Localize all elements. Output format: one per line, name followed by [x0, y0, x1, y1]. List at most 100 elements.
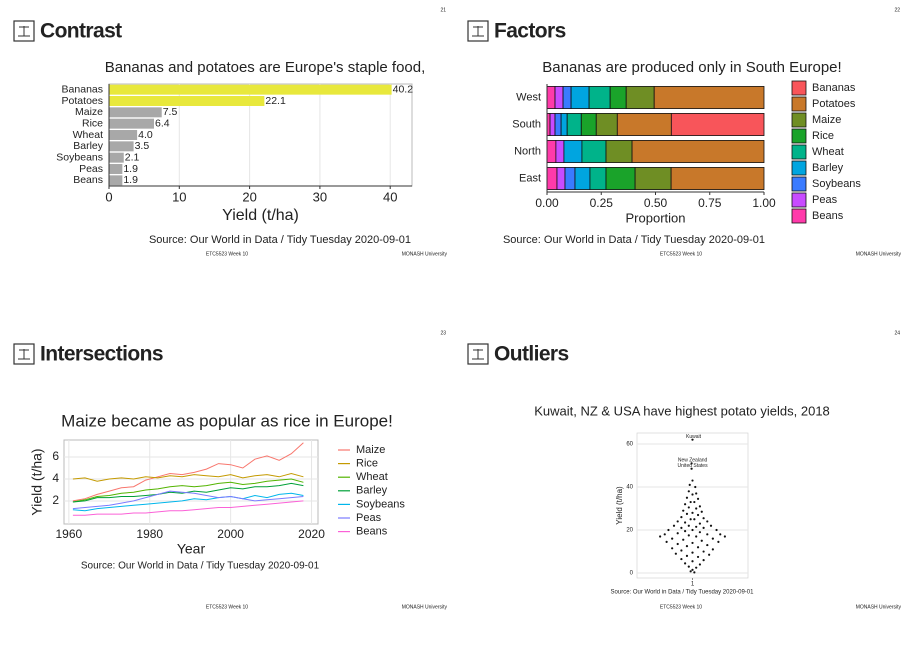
legend-label: Peas: [812, 194, 838, 206]
x-tick-label: 0.75: [698, 196, 722, 210]
value-label: 22.1: [265, 95, 286, 107]
point: [696, 497, 700, 500]
point: [680, 549, 683, 552]
legend-swatch: [791, 96, 807, 112]
bar-segment: [554, 86, 564, 109]
y-axis-label: Yield (t/ha): [29, 448, 45, 515]
slide: Outliers 24 ETC5523 Week 10 MONASH Universi…: [467, 330, 901, 610]
legend-label: Maize: [812, 114, 841, 126]
bar-segment: [549, 113, 556, 136]
x-tick-label: 2020: [298, 527, 325, 541]
bar: [109, 96, 265, 106]
x-tick-label: 0.50: [644, 196, 668, 210]
bar-segment: [570, 86, 590, 109]
legend-label: Barley: [812, 162, 844, 174]
point: [698, 531, 701, 534]
legend-label: Peas: [356, 512, 382, 524]
point: [688, 483, 691, 486]
series-line: [72, 490, 304, 510]
bar-segment: [589, 167, 607, 190]
point: [687, 524, 690, 527]
x-axis-label: Year: [177, 541, 206, 557]
point: [715, 528, 718, 532]
point: [698, 522, 701, 525]
value-label: 6.4: [155, 117, 170, 129]
annotation: New Zealand: [678, 458, 708, 464]
point: [663, 533, 666, 536]
y-tick-label: 6: [52, 449, 59, 463]
point: [709, 524, 713, 527]
chart-title: Maize became as popular as rice in Europ…: [61, 411, 393, 430]
bar: [109, 164, 123, 174]
point: [695, 507, 698, 510]
point: [685, 545, 689, 548]
point: [689, 500, 692, 504]
x-tick-label: 2000: [217, 527, 244, 541]
series-line: [72, 492, 304, 512]
y-tick-label: South: [512, 118, 541, 130]
slide-icon-glyph: [18, 26, 30, 37]
point: [711, 537, 714, 540]
point: [693, 518, 696, 521]
y-tick-label: Maize: [75, 106, 103, 118]
legend-label: Wheat: [812, 146, 844, 158]
x-tick-label: 1980: [136, 527, 163, 541]
point: [695, 566, 698, 569]
series-line: [72, 478, 304, 503]
point: [700, 539, 703, 542]
bar-segment: [670, 113, 765, 136]
y-tick-label: North: [514, 145, 541, 157]
point: [693, 571, 696, 574]
point: [693, 500, 696, 504]
page-number: 22: [894, 7, 900, 13]
x-axis-label: Yield (t/ha): [222, 207, 299, 224]
bar-segment: [588, 86, 611, 109]
point: [691, 438, 694, 441]
series-line: [72, 442, 304, 502]
bar-segment: [555, 140, 565, 163]
point: [698, 563, 701, 566]
slide: Factors 22 ETC5523 Week 10 MONASH Universit…: [467, 7, 901, 257]
chart-title: Bananas and potatoes are Europe's staple…: [105, 59, 426, 76]
point: [691, 568, 694, 571]
point: [690, 462, 693, 465]
bar-segment: [653, 86, 765, 109]
legend-label: Bananas: [812, 82, 856, 94]
x-tick-label: 20: [242, 189, 256, 204]
series-line: [72, 472, 304, 482]
legend-swatch: [791, 160, 807, 176]
point: [667, 528, 670, 532]
x-tick-label: 40: [383, 189, 397, 204]
legend-label: Rice: [812, 130, 834, 142]
point: [680, 557, 683, 561]
y-tick-label: East: [519, 172, 541, 184]
caption: Source: Our World in Data / Tidy Tuesday…: [149, 234, 411, 246]
caption: Source: Our World in Data / Tidy Tuesday…: [81, 561, 320, 572]
point: [717, 540, 720, 543]
point: [691, 541, 694, 545]
legend-swatch: [791, 80, 807, 96]
y-tick-label: 40: [626, 485, 633, 491]
bar-segment: [554, 113, 562, 136]
value-label: 1.9: [123, 163, 138, 175]
slide-icon-glyph: [18, 349, 30, 360]
point: [659, 535, 662, 538]
point: [691, 528, 694, 532]
y-tick-label: Barley: [73, 140, 104, 152]
bar-segment: [609, 86, 627, 109]
point: [672, 524, 676, 527]
bar-segment: [634, 167, 672, 190]
legend-label: Wheat: [356, 471, 388, 483]
bar-segment: [564, 167, 576, 190]
point: [685, 554, 689, 557]
x-tick-label: 1: [691, 582, 695, 588]
point: [684, 503, 687, 506]
point: [671, 537, 674, 540]
point: [695, 535, 698, 538]
point: [696, 546, 700, 549]
bar-segment: [631, 140, 765, 163]
legend-swatch: [791, 128, 807, 144]
x-tick-label: 1.00: [752, 196, 776, 210]
point: [687, 490, 690, 493]
